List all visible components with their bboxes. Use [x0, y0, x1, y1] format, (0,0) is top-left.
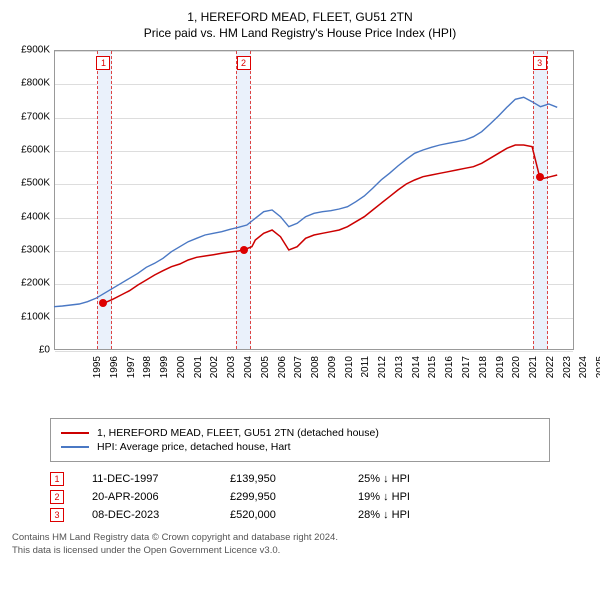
- sales-table: 1 11-DEC-1997 £139,950 25% ↓ HPI 2 20-APR-200…: [50, 472, 550, 522]
- x-axis-label: 2022: [545, 356, 556, 396]
- x-axis-label: 1999: [159, 356, 170, 396]
- sales-row: 1 11-DEC-1997 £139,950 25% ↓ HPI: [50, 472, 550, 486]
- x-axis-label: 2024: [578, 356, 589, 396]
- series-price_paid: [104, 145, 558, 303]
- footer-line-2: This data is licensed under the Open Gov…: [12, 545, 588, 558]
- x-axis-label: 2025: [595, 356, 600, 396]
- x-axis-label: 2019: [495, 356, 506, 396]
- x-axis-label: 1997: [126, 356, 137, 396]
- sale-dot: [536, 173, 544, 181]
- sale-diff: 28% ↓ HPI: [358, 509, 458, 521]
- licence-footer: Contains HM Land Registry data © Crown c…: [12, 532, 588, 558]
- y-axis-label: £300K: [12, 245, 50, 256]
- x-axis-label: 2013: [394, 356, 405, 396]
- legend-label: 1, HEREFORD MEAD, FLEET, GU51 2TN (detac…: [97, 427, 379, 439]
- x-axis-label: 2006: [277, 356, 288, 396]
- legend-row: HPI: Average price, detached house, Hart: [61, 441, 539, 453]
- page-title-2: Price paid vs. HM Land Registry's House …: [12, 26, 588, 40]
- sale-dot: [99, 299, 107, 307]
- legend: 1, HEREFORD MEAD, FLEET, GU51 2TN (detac…: [50, 418, 550, 462]
- x-axis-label: 2017: [461, 356, 472, 396]
- sale-badge-1: 1: [96, 56, 110, 70]
- x-axis-label: 2008: [310, 356, 321, 396]
- sale-dot: [240, 246, 248, 254]
- sale-price: £299,950: [230, 491, 330, 503]
- sale-diff: 25% ↓ HPI: [358, 473, 458, 485]
- x-axis-label: 2010: [344, 356, 355, 396]
- y-axis-label: £400K: [12, 211, 50, 222]
- x-axis-label: 2016: [444, 356, 455, 396]
- y-axis-label: £900K: [12, 45, 50, 56]
- y-axis-label: £700K: [12, 111, 50, 122]
- x-axis-label: 2014: [411, 356, 422, 396]
- x-axis-label: 2012: [377, 356, 388, 396]
- page-title-1: 1, HEREFORD MEAD, FLEET, GU51 2TN: [12, 10, 588, 24]
- legend-label: HPI: Average price, detached house, Hart: [97, 441, 291, 453]
- y-axis-label: £100K: [12, 311, 50, 322]
- x-axis-label: 2018: [478, 356, 489, 396]
- legend-swatch: [61, 446, 89, 448]
- sales-row: 2 20-APR-2006 £299,950 19% ↓ HPI: [50, 490, 550, 504]
- y-axis-label: £600K: [12, 145, 50, 156]
- x-axis-label: 2001: [193, 356, 204, 396]
- sale-date: 20-APR-2006: [92, 491, 202, 503]
- x-axis-label: 2011: [360, 356, 371, 396]
- sale-date: 11-DEC-1997: [92, 473, 202, 485]
- sale-badge-2: 2: [237, 56, 251, 70]
- x-axis-label: 1995: [92, 356, 103, 396]
- y-axis-label: £500K: [12, 178, 50, 189]
- x-axis-label: 2023: [562, 356, 573, 396]
- y-axis-label: £0: [12, 345, 50, 356]
- x-axis-label: 2003: [226, 356, 237, 396]
- x-axis-label: 1998: [142, 356, 153, 396]
- x-axis-label: 2015: [427, 356, 438, 396]
- x-axis-label: 2007: [293, 356, 304, 396]
- sale-diff: 19% ↓ HPI: [358, 491, 458, 503]
- legend-row: 1, HEREFORD MEAD, FLEET, GU51 2TN (detac…: [61, 427, 539, 439]
- sales-row: 3 08-DEC-2023 £520,000 28% ↓ HPI: [50, 508, 550, 522]
- sale-badge-3: 3: [533, 56, 547, 70]
- y-axis-label: £800K: [12, 78, 50, 89]
- sale-date: 08-DEC-2023: [92, 509, 202, 521]
- x-axis-label: 2009: [327, 356, 338, 396]
- price-chart: £0 £100K £200K £300K £400K £500K £600K £700K £80…: [12, 50, 588, 410]
- sale-number-badge: 3: [50, 508, 64, 522]
- footer-line-1: Contains HM Land Registry data © Crown c…: [12, 532, 588, 545]
- x-axis-label: 1996: [109, 356, 120, 396]
- sale-price: £139,950: [230, 473, 330, 485]
- x-axis-label: 2005: [260, 356, 271, 396]
- x-axis-label: 2000: [176, 356, 187, 396]
- sale-number-badge: 2: [50, 490, 64, 504]
- x-axis-label: 2004: [243, 356, 254, 396]
- x-axis-label: 2021: [528, 356, 539, 396]
- sale-price: £520,000: [230, 509, 330, 521]
- y-axis-label: £200K: [12, 278, 50, 289]
- legend-swatch: [61, 432, 89, 434]
- x-axis-label: 2020: [511, 356, 522, 396]
- sale-number-badge: 1: [50, 472, 64, 486]
- series-hpi: [54, 97, 557, 306]
- x-axis-label: 2002: [209, 356, 220, 396]
